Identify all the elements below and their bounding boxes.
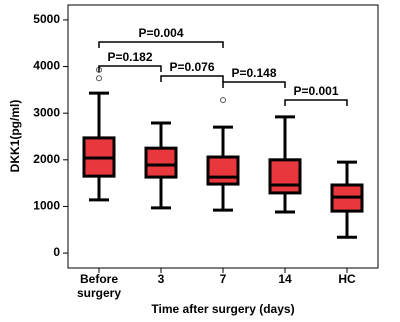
p-value-label: P=0.004 — [138, 26, 183, 40]
significance-bracket — [98, 41, 224, 48]
y-tick-label: 1000 — [33, 199, 60, 213]
y-tick-label: 3000 — [33, 105, 60, 119]
outlier — [220, 97, 226, 104]
x-axis-title: Time after surgery (days) — [151, 302, 294, 316]
significance-bracket — [98, 65, 162, 72]
significance-bracket — [284, 99, 348, 106]
box — [268, 158, 302, 195]
y-tick-label: 2000 — [33, 152, 60, 166]
box — [206, 155, 240, 186]
x-tick-label: HC — [338, 272, 356, 286]
x-tick-label: 3 — [158, 272, 165, 286]
box — [144, 146, 178, 179]
outlier — [96, 75, 102, 82]
x-tick-label: Before surgery — [77, 272, 121, 300]
p-value-label: P=0.001 — [293, 84, 338, 98]
y-tick-label: 5000 — [33, 12, 60, 26]
significance-bracket — [222, 81, 286, 88]
y-tick-label: 4000 — [33, 59, 60, 73]
y-tick-label: 0 — [53, 245, 60, 259]
p-value-label: P=0.076 — [169, 60, 214, 74]
x-tick-label: 7 — [220, 272, 227, 286]
p-value-label: P=0.182 — [107, 50, 152, 64]
significance-bracket — [160, 75, 224, 82]
x-tick-label: 14 — [278, 272, 292, 286]
y-axis-title: DKK1(pg/ml) — [8, 100, 22, 173]
p-value-label: P=0.148 — [231, 66, 276, 80]
